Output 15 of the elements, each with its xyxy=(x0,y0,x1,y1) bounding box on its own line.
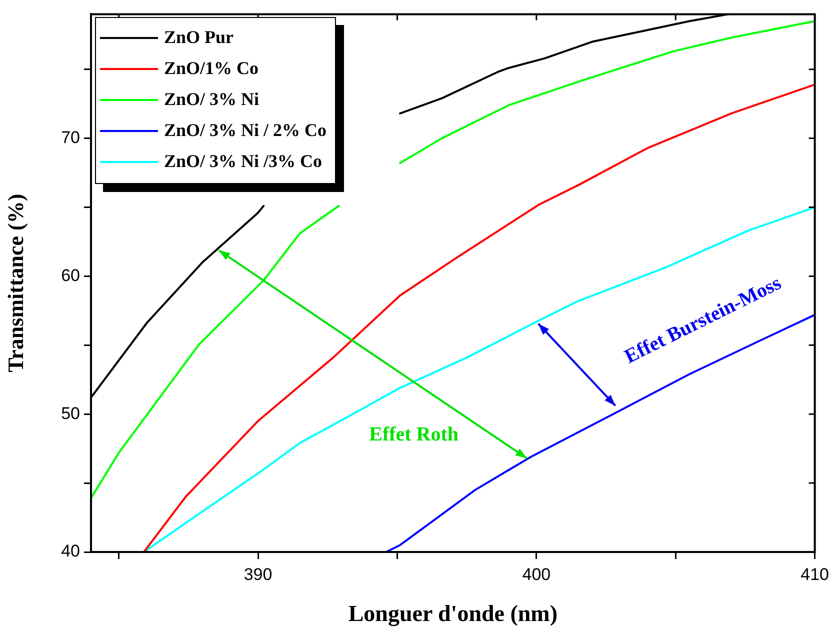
y-tick-label: 50 xyxy=(61,404,80,423)
y-tick-label: 70 xyxy=(61,128,80,147)
annotation: Effet Roth xyxy=(369,423,459,446)
y-tick-label: 40 xyxy=(61,542,80,561)
y-axis-title: Transmittance (%) xyxy=(2,194,28,372)
legend-label: ZnO/ 3% Ni / 2% Co xyxy=(164,120,327,141)
x-axis-title: Longuer d'onde (nm) xyxy=(348,601,558,628)
x-tick-label: 390 xyxy=(244,564,272,584)
legend-label: ZnO/ 3% Ni /3% Co xyxy=(164,151,322,172)
y-tick-label: 60 xyxy=(61,266,80,285)
x-tick-label: 410 xyxy=(800,564,830,584)
legend-label: ZnO/1% Co xyxy=(164,58,259,79)
legend-label: ZnO Pur xyxy=(164,27,234,48)
legend-label: ZnO/ 3% Ni xyxy=(164,89,260,110)
x-tick-label: 400 xyxy=(522,564,551,584)
